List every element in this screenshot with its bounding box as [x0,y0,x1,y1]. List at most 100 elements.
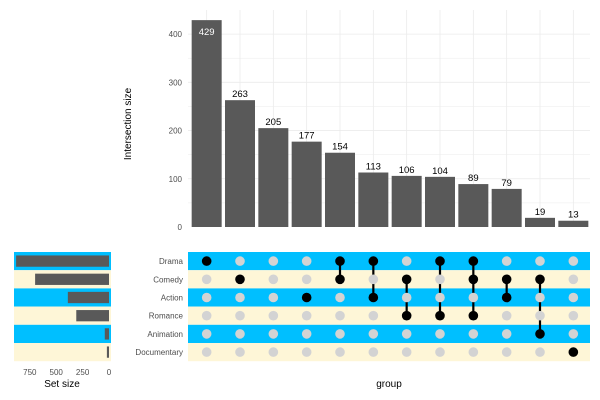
set-size-bar [76,310,109,322]
set-size-tick-label: 750 [23,368,37,377]
matrix-dot-active [368,292,379,303]
matrix-dot-inactive [435,274,445,285]
intersection-bar-label: 19 [535,207,546,218]
matrix-dot-inactive [335,347,345,357]
matrix-dot-inactive [435,292,445,303]
matrix-dot-inactive [368,310,379,321]
matrix-dot-inactive [435,329,445,339]
matrix-stripe [188,288,590,307]
matrix-dot-inactive [335,329,345,339]
matrix-dot-inactive [268,292,279,303]
matrix-dot-active [468,274,479,285]
matrix-dot-active [201,256,212,266]
set-size-stripe [14,343,111,362]
set-name-label: Comedy [153,275,183,284]
intersection-bar-label: 429 [199,27,215,38]
matrix-dot-inactive [301,347,312,357]
intersection-bar-label: 205 [265,117,281,128]
intersection-bar-label: 106 [399,165,415,176]
set-size-tick-label: 0 [107,368,112,377]
matrix-dot-inactive [201,274,212,285]
intersection-bar [525,217,555,227]
matrix-dot-inactive [368,347,379,357]
matrix-dot-active [568,347,579,357]
matrix-dot-inactive [235,347,245,357]
set-size-stripe [14,324,111,343]
matrix-dot-active [368,256,379,266]
matrix-dot-inactive [501,310,512,321]
matrix-dot-inactive [268,310,279,321]
matrix-stripe [188,270,590,289]
matrix-dot-inactive [235,310,245,321]
matrix-dot-inactive [535,292,545,303]
set-size-bars [16,255,109,358]
intersection-bar [491,188,522,227]
matrix-dot-inactive [401,347,412,357]
intersection-bar-labels: 429 263 205 177 154 113 106 104 89 79 19 13 [199,27,579,221]
intersection-bar-label: 263 [232,89,248,100]
matrix-stripe [188,252,590,271]
matrix-dot-inactive [401,256,412,266]
matrix-dot-active [301,292,312,303]
matrix-dot-inactive [235,329,245,339]
intersection-bar-label: 13 [568,210,579,221]
set-size-bar [16,255,109,267]
y-tick-label: 300 [169,78,183,87]
intersection-size-label: Intersection size [123,87,134,160]
matrix-dot-inactive [335,310,345,321]
intersection-y-axis: 0 100 200 300 400 [169,30,183,232]
matrix-dot-inactive [535,256,545,266]
matrix-dot-active [468,256,479,266]
set-size-bar [104,328,109,340]
set-size-tick-label: 250 [76,368,90,377]
group-axis-label: group [376,379,402,390]
matrix-dot-inactive [368,329,379,339]
matrix-dot-inactive [301,274,312,285]
set-size-bar [67,291,109,304]
matrix-dot-inactive [268,347,279,357]
matrix-dot-inactive [535,310,545,321]
matrix-dot-inactive [201,292,212,303]
matrix-dot-active [435,256,445,266]
intersection-bar-label: 89 [468,173,479,184]
matrix-dot-inactive [301,310,312,321]
matrix-stripes [188,252,590,362]
intersection-bar [358,172,389,227]
set-size-axis-label: Set size [44,379,80,390]
intersection-bar [558,220,589,227]
matrix-dot-active [535,329,545,339]
matrix-dot-inactive [401,329,412,339]
set-name-label: Animation [147,330,183,339]
matrix-dot-inactive [568,329,579,339]
matrix-dot-inactive [235,256,245,266]
intersection-bar [391,175,422,227]
intersection-bars [191,20,589,228]
matrix-dot-inactive [468,292,479,303]
matrix-dot-inactive [568,274,579,285]
matrix-dot-active [335,274,345,285]
matrix-dot-inactive [301,329,312,339]
intersection-bar-label: 79 [501,178,512,189]
matrix-dot-inactive [568,292,579,303]
matrix-dot-active [401,274,412,285]
intersection-bar-label: 104 [432,166,448,177]
matrix-dot-inactive [335,292,345,303]
matrix-dot-inactive [201,329,212,339]
matrix-dot-inactive [501,347,512,357]
matrix-dot-active [468,310,479,321]
matrix-dot-inactive [235,292,245,303]
matrix-dot-inactive [535,347,545,357]
matrix-dot-active [535,274,545,285]
matrix-dot-inactive [468,347,479,357]
set-size-axis: 750 500 250 0 [23,368,112,377]
y-tick-label: 100 [169,175,183,184]
set-size-tick-label: 500 [50,368,64,377]
matrix-dot-active [501,292,512,303]
matrix-dot-inactive [568,256,579,266]
matrix-dot-inactive [501,329,512,339]
matrix-dot-active [235,274,245,285]
matrix-dot-active [335,256,345,266]
set-names: Drama Comedy Action Romance Animation Documen… [135,257,183,357]
set-name-label: Romance [149,312,184,321]
